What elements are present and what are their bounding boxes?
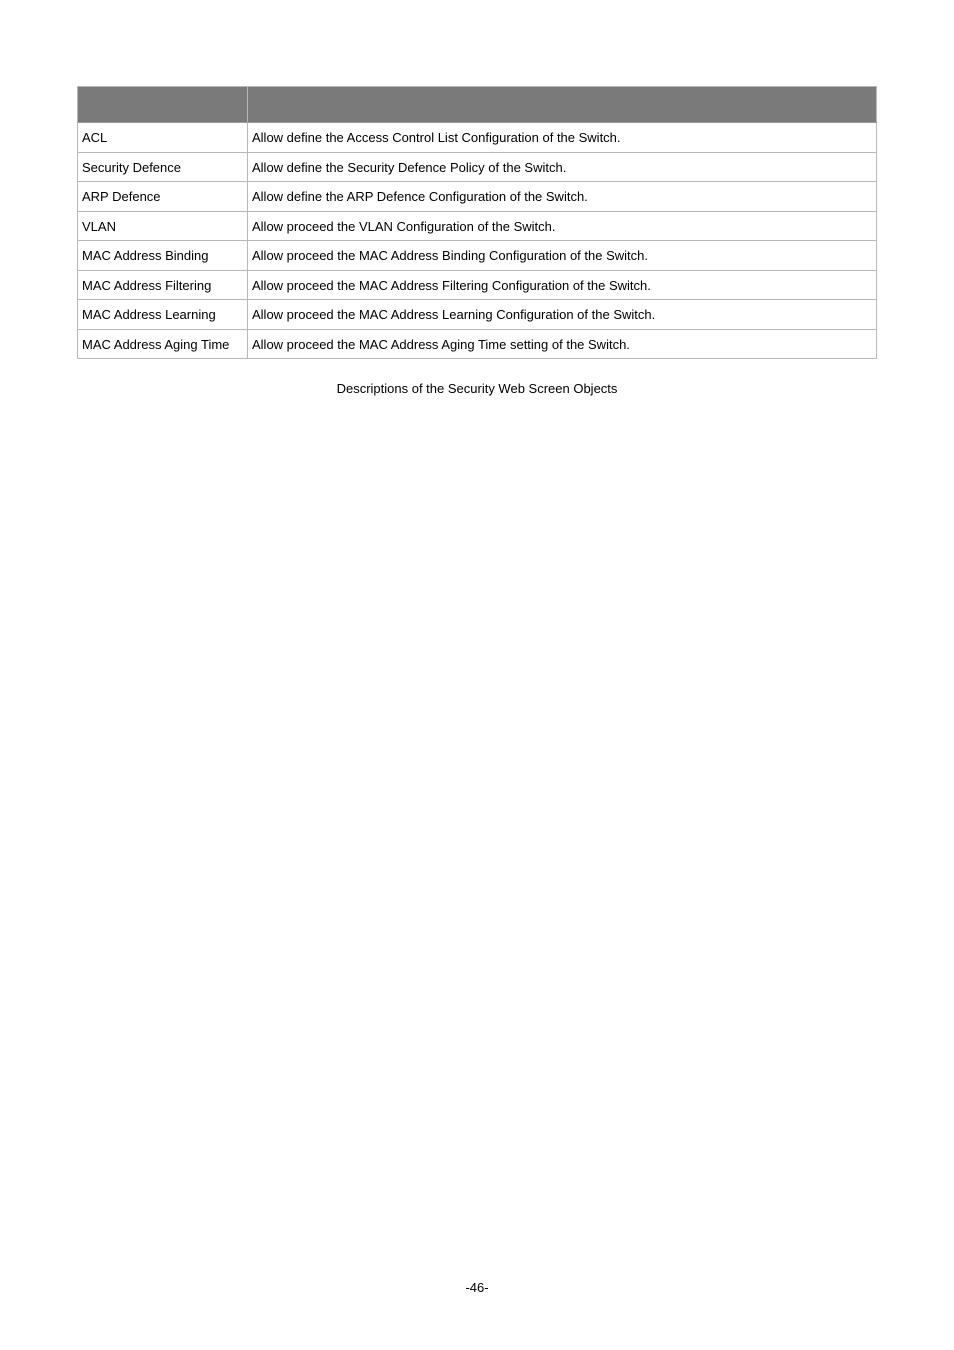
table-row: ARP Defence Allow define the ARP Defence…	[78, 182, 877, 212]
row-name: MAC Address Learning	[78, 300, 248, 330]
table-header-cell-name	[78, 87, 248, 123]
page-number: -46-	[0, 1280, 954, 1295]
row-name: VLAN	[78, 211, 248, 241]
table-row: Security Defence Allow define the Securi…	[78, 152, 877, 182]
table-row: VLAN Allow proceed the VLAN Configuratio…	[78, 211, 877, 241]
row-desc: Allow proceed the MAC Address Binding Co…	[248, 241, 877, 271]
table-row: MAC Address Binding Allow proceed the MA…	[78, 241, 877, 271]
row-name: MAC Address Filtering	[78, 270, 248, 300]
row-name: MAC Address Aging Time	[78, 329, 248, 359]
row-desc: Allow proceed the MAC Address Aging Time…	[248, 329, 877, 359]
table-header-cell-desc	[248, 87, 877, 123]
table-caption: Descriptions of the Security Web Screen …	[77, 381, 877, 396]
row-name: ARP Defence	[78, 182, 248, 212]
row-name: ACL	[78, 123, 248, 153]
row-desc: Allow define the Security Defence Policy…	[248, 152, 877, 182]
page-content: ACL Allow define the Access Control List…	[0, 0, 954, 396]
row-desc: Allow proceed the MAC Address Filtering …	[248, 270, 877, 300]
row-name: Security Defence	[78, 152, 248, 182]
table-row: MAC Address Aging Time Allow proceed the…	[78, 329, 877, 359]
security-table: ACL Allow define the Access Control List…	[77, 86, 877, 359]
table-body: ACL Allow define the Access Control List…	[78, 123, 877, 359]
table-row: MAC Address Filtering Allow proceed the …	[78, 270, 877, 300]
table-row: ACL Allow define the Access Control List…	[78, 123, 877, 153]
row-desc: Allow proceed the VLAN Configuration of …	[248, 211, 877, 241]
row-desc: Allow proceed the MAC Address Learning C…	[248, 300, 877, 330]
table-row: MAC Address Learning Allow proceed the M…	[78, 300, 877, 330]
table-header	[78, 87, 877, 123]
row-name: MAC Address Binding	[78, 241, 248, 271]
row-desc: Allow define the Access Control List Con…	[248, 123, 877, 153]
row-desc: Allow define the ARP Defence Configurati…	[248, 182, 877, 212]
